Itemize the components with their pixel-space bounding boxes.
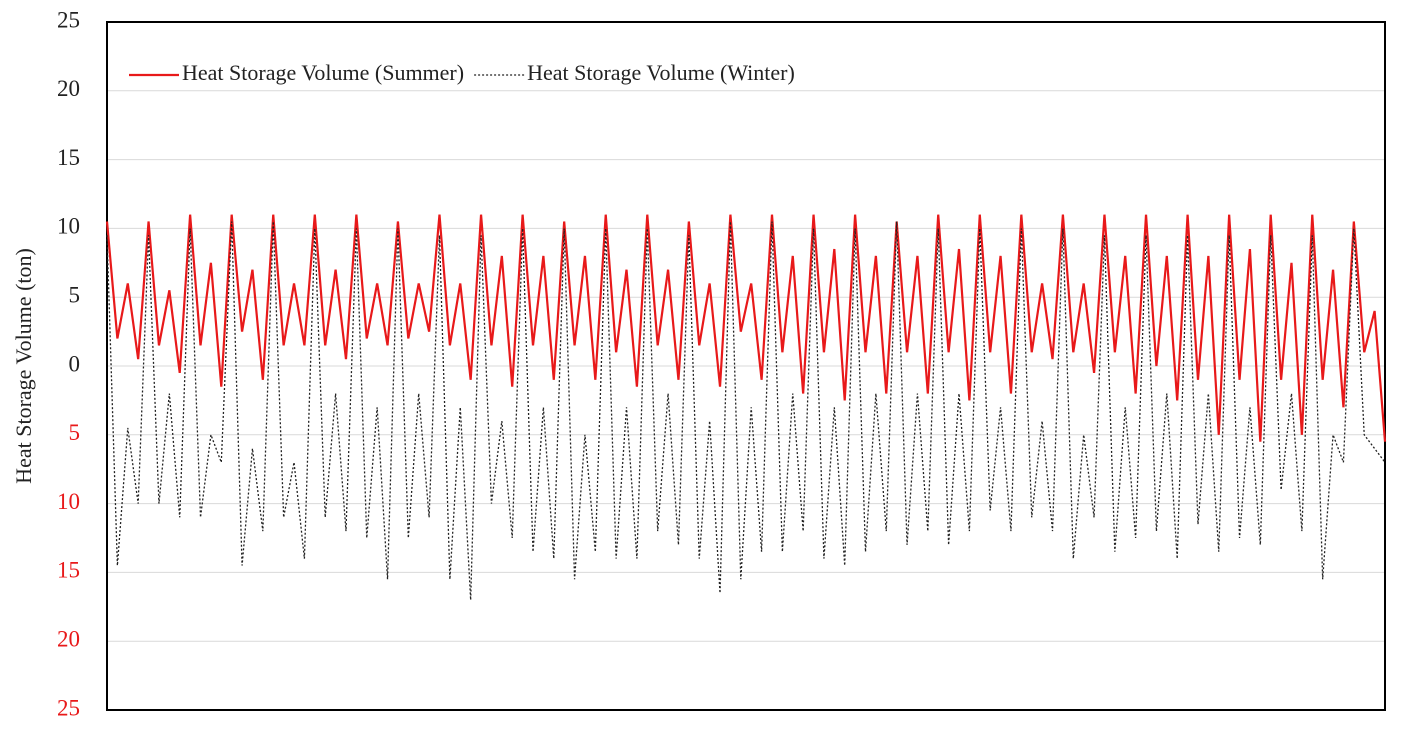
y-tick-label: 25 — [57, 695, 80, 720]
plot-border — [106, 21, 1386, 711]
y-tick-label: 10 — [57, 214, 80, 239]
y-tick-label: 5 — [69, 420, 81, 445]
y-tick-label: 20 — [57, 626, 80, 651]
y-tick-label: 20 — [57, 76, 80, 101]
series-line — [106, 221, 1386, 600]
y-tick-label: 15 — [57, 145, 80, 170]
legend-label: Heat Storage Volume (Winter) — [527, 60, 795, 85]
y-axis-label: Heat Storage Volume (ton) — [11, 248, 36, 484]
series-line — [105, 214, 1387, 442]
y-tick-label: 0 — [69, 351, 81, 376]
legend-label: Heat Storage Volume (Summer) — [182, 60, 464, 85]
y-tick-label: 25 — [57, 7, 80, 32]
y-tick-label: 10 — [57, 489, 80, 514]
y-tick-label: 5 — [69, 282, 81, 307]
y-tick-label: 15 — [57, 558, 80, 583]
